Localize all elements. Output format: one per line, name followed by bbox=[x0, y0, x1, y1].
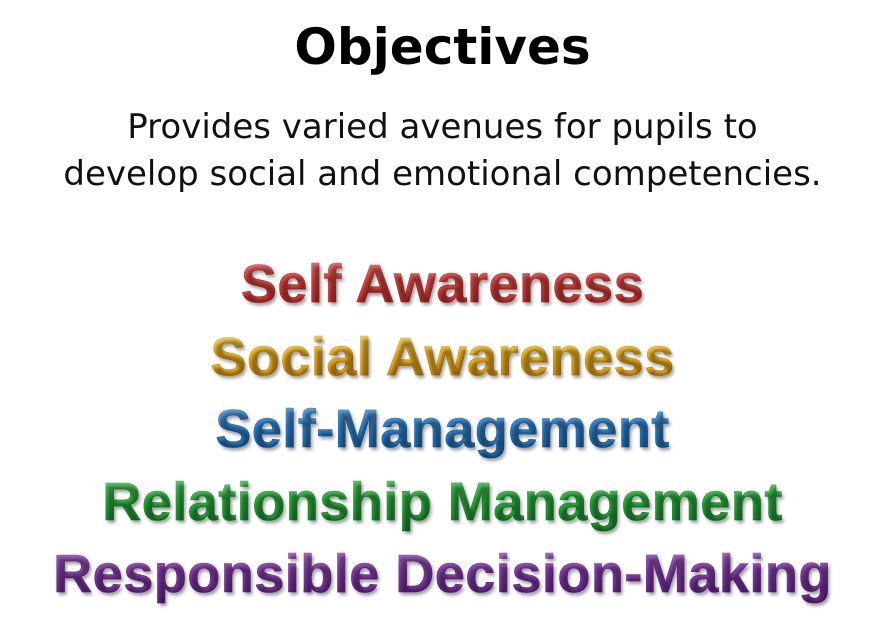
competency-social-awareness: Social Awareness bbox=[0, 321, 885, 394]
competency-label: Self-Management bbox=[215, 393, 670, 466]
slide-subtitle: Provides varied avenues for pupils to de… bbox=[0, 104, 885, 198]
competency-responsible-decision-making: Responsible Decision-Making bbox=[0, 538, 885, 611]
competency-label: Self Awareness bbox=[241, 248, 644, 321]
competency-self-management: Self-Management bbox=[0, 393, 885, 466]
subtitle-line: develop social and emotional competencie… bbox=[63, 154, 822, 194]
subtitle-line: Provides varied avenues for pupils to bbox=[127, 107, 758, 147]
slide-title: Objectives bbox=[294, 18, 591, 76]
competency-relationship-management: Relationship Management bbox=[0, 466, 885, 539]
competency-label: Social Awareness bbox=[210, 321, 674, 394]
competency-label: Relationship Management bbox=[102, 466, 783, 539]
competency-label: Responsible Decision-Making bbox=[53, 538, 832, 611]
competency-self-awareness: Self Awareness bbox=[0, 248, 885, 321]
competency-list: Self Awareness Social Awareness Self-Man… bbox=[0, 248, 885, 611]
